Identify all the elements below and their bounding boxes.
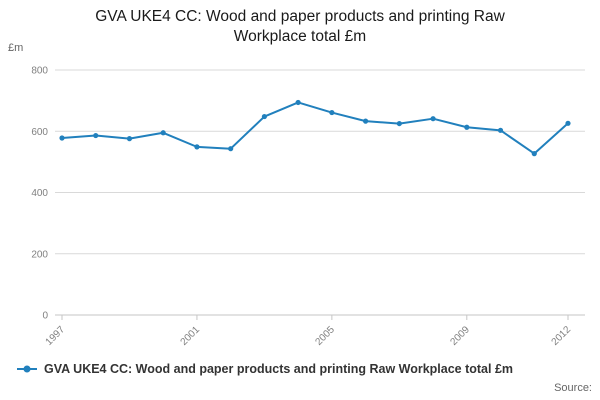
data-point[interactable] (396, 120, 402, 127)
data-point[interactable] (295, 99, 301, 106)
y-tick-label: 200 (31, 249, 48, 260)
data-point[interactable] (531, 151, 537, 157)
y-tick-label: 600 (31, 127, 48, 138)
y-axis-unit-label: £m (8, 42, 24, 54)
data-point[interactable] (363, 118, 369, 124)
data-point[interactable] (160, 130, 166, 136)
x-tick-label: 2009 (448, 324, 472, 348)
data-point[interactable] (59, 135, 65, 141)
data-point[interactable] (126, 136, 133, 142)
y-tick-label: 800 (31, 66, 48, 77)
data-point[interactable] (565, 120, 571, 126)
data-point[interactable] (430, 116, 436, 122)
data-point[interactable] (464, 124, 470, 130)
line-chart-plot-area: 0 200 400 600 800 1997 2001 2005 2009 2012 (31, 66, 585, 348)
series-line (61, 101, 569, 155)
data-point[interactable] (261, 113, 267, 120)
x-tick-label: 2001 (179, 324, 203, 348)
y-tick-label: 400 (31, 188, 48, 199)
x-tick-label: 1997 (44, 324, 68, 348)
data-point[interactable] (194, 144, 200, 150)
data-point[interactable] (497, 127, 504, 133)
legend-label: GVA UKE4 CC: Wood and paper products and… (44, 362, 514, 376)
legend-line-marker-icon (17, 365, 37, 373)
data-point[interactable] (329, 109, 335, 116)
chart-title: GVA UKE4 CC: Wood and paper products and… (0, 7, 600, 47)
chart-title-text: GVA UKE4 CC: Wood and paper products and… (95, 8, 505, 45)
y-tick-label: 0 (42, 311, 48, 322)
x-tick-label: 2005 (313, 324, 337, 348)
source-label: Source: (554, 382, 592, 394)
legend-item[interactable]: GVA UKE4 CC: Wood and paper products and… (16, 362, 592, 376)
data-point[interactable] (228, 146, 234, 152)
x-tick-label: 2012 (550, 324, 574, 348)
data-point[interactable] (93, 132, 99, 139)
